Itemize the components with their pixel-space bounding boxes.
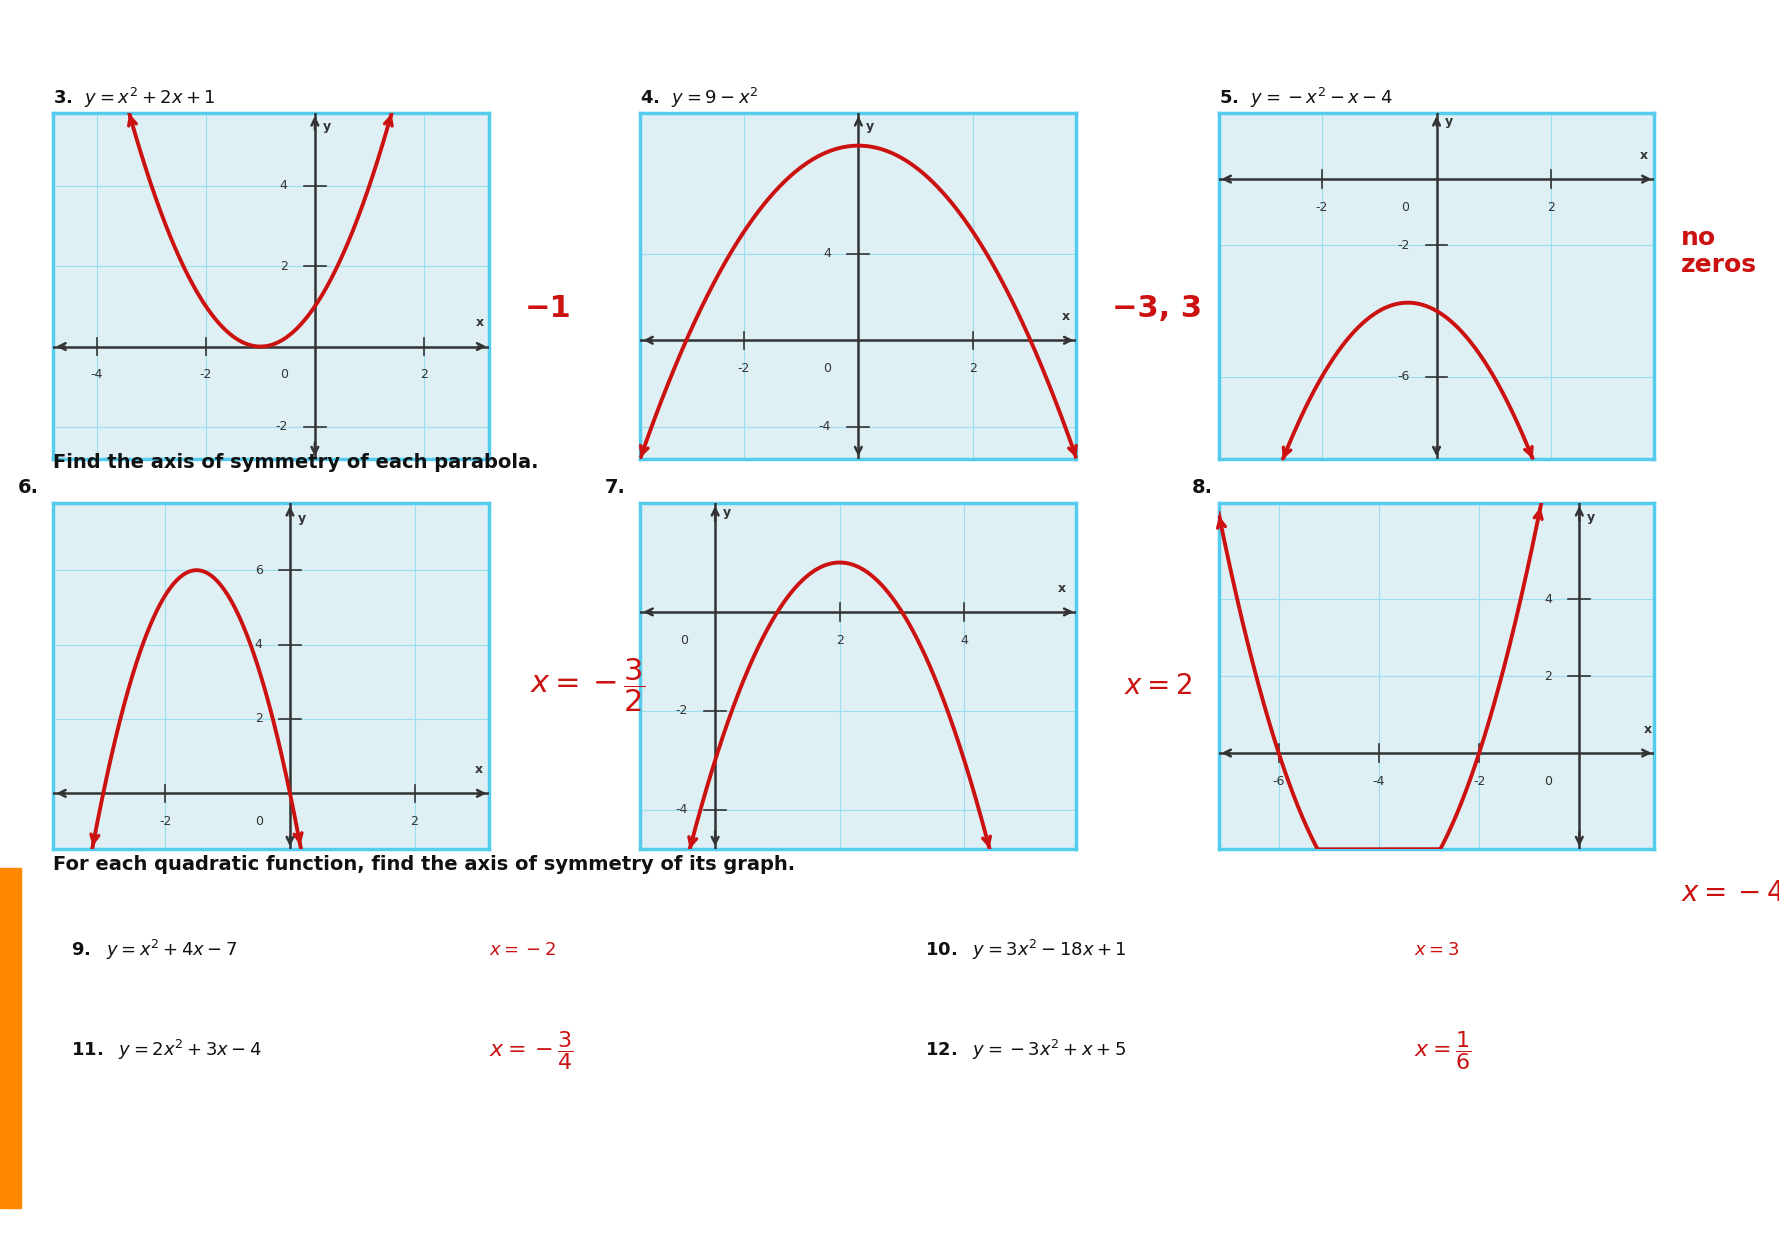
Text: y: y bbox=[297, 512, 306, 525]
Text: 4: 4 bbox=[254, 638, 263, 652]
Text: $x = -4$: $x = -4$ bbox=[1681, 879, 1779, 907]
Text: $x = -\dfrac{3}{4}$: $x = -\dfrac{3}{4}$ bbox=[489, 1029, 575, 1072]
Text: Find the axis of symmetry of each parabola.: Find the axis of symmetry of each parabo… bbox=[53, 453, 539, 472]
Text: -2: -2 bbox=[738, 362, 751, 375]
Text: x: x bbox=[1057, 581, 1066, 595]
Text: -2: -2 bbox=[276, 420, 288, 434]
Text: 4: 4 bbox=[961, 634, 968, 647]
Text: 4.  $y = 9 - x^2$: 4. $y = 9 - x^2$ bbox=[640, 86, 760, 109]
Text: $x = 2$: $x = 2$ bbox=[1124, 672, 1192, 699]
Text: 8.: 8. bbox=[1192, 478, 1213, 497]
Text: 2: 2 bbox=[279, 259, 288, 273]
Text: -2: -2 bbox=[199, 369, 212, 381]
Text: $\mathbf{10.}$  $y = 3x^2 - 18x + 1$: $\mathbf{10.}$ $y = 3x^2 - 18x + 1$ bbox=[925, 937, 1126, 962]
Text: -2: -2 bbox=[1316, 201, 1329, 214]
Text: -2: -2 bbox=[1473, 775, 1485, 788]
Text: 2: 2 bbox=[836, 634, 843, 647]
Text: 2: 2 bbox=[1544, 669, 1551, 683]
Text: -2: -2 bbox=[160, 815, 171, 828]
Text: 2: 2 bbox=[254, 712, 263, 726]
Text: -4: -4 bbox=[1373, 775, 1386, 788]
Text: -6: -6 bbox=[1272, 775, 1284, 788]
Text: -4: -4 bbox=[818, 420, 831, 433]
Text: $x = -\dfrac{3}{2}$: $x = -\dfrac{3}{2}$ bbox=[530, 657, 646, 715]
Text: x: x bbox=[475, 764, 484, 776]
Text: $\mathbf{9.}$  $y = x^2 + 4x - 7$: $\mathbf{9.}$ $y = x^2 + 4x - 7$ bbox=[71, 937, 238, 962]
Text: 0: 0 bbox=[824, 362, 831, 375]
Text: 4: 4 bbox=[1544, 593, 1551, 606]
Text: 2: 2 bbox=[970, 362, 977, 375]
Text: y: y bbox=[1587, 511, 1596, 523]
Text: 0: 0 bbox=[680, 634, 688, 647]
Text: 4: 4 bbox=[824, 248, 831, 260]
Text: $\mathbf{11.}$  $y = 2x^2 + 3x - 4$: $\mathbf{11.}$ $y = 2x^2 + 3x - 4$ bbox=[71, 1038, 262, 1063]
Text: $\mathbf{12.}$  $y = -3x^2 + x + 5$: $\mathbf{12.}$ $y = -3x^2 + x + 5$ bbox=[925, 1038, 1126, 1063]
Text: 5.  $y = -x^2 - x - 4$: 5. $y = -x^2 - x - 4$ bbox=[1219, 86, 1393, 109]
Text: x: x bbox=[475, 316, 484, 330]
Text: 3.  $y = x^2 + 2x + 1$: 3. $y = x^2 + 2x + 1$ bbox=[53, 86, 215, 109]
Text: 0: 0 bbox=[1402, 201, 1409, 214]
Text: $x = 3$: $x = 3$ bbox=[1414, 941, 1459, 959]
Text: 6.: 6. bbox=[18, 478, 39, 497]
Text: 2: 2 bbox=[1548, 201, 1555, 214]
Text: y: y bbox=[1445, 116, 1452, 128]
Text: −1: −1 bbox=[525, 293, 571, 323]
Text: −3, 3: −3, 3 bbox=[1112, 293, 1203, 323]
Text: y: y bbox=[722, 507, 731, 520]
Text: no
zeros: no zeros bbox=[1681, 225, 1758, 278]
Text: -2: -2 bbox=[676, 704, 688, 717]
Text: 0: 0 bbox=[254, 815, 263, 828]
Text: x: x bbox=[1640, 148, 1647, 162]
Text: 7.: 7. bbox=[605, 478, 626, 497]
Text: x: x bbox=[1644, 723, 1653, 736]
Text: x: x bbox=[1062, 309, 1069, 323]
Text: 6: 6 bbox=[254, 564, 263, 576]
Text: -2: -2 bbox=[1397, 239, 1409, 252]
Text: -4: -4 bbox=[676, 803, 688, 816]
Text: 0: 0 bbox=[279, 369, 288, 381]
Text: 2: 2 bbox=[411, 815, 418, 828]
Text: 2: 2 bbox=[420, 369, 427, 381]
Text: y: y bbox=[322, 121, 331, 133]
Text: $x = -2$: $x = -2$ bbox=[489, 941, 557, 959]
Text: -4: -4 bbox=[91, 369, 103, 381]
Text: $x = \dfrac{1}{6}$: $x = \dfrac{1}{6}$ bbox=[1414, 1029, 1471, 1072]
Text: -6: -6 bbox=[1397, 370, 1409, 384]
Text: 4: 4 bbox=[279, 179, 288, 192]
Text: y: y bbox=[866, 120, 873, 133]
Text: 0: 0 bbox=[1544, 775, 1551, 788]
Text: For each quadratic function, find the axis of symmetry of its graph.: For each quadratic function, find the ax… bbox=[53, 855, 795, 874]
